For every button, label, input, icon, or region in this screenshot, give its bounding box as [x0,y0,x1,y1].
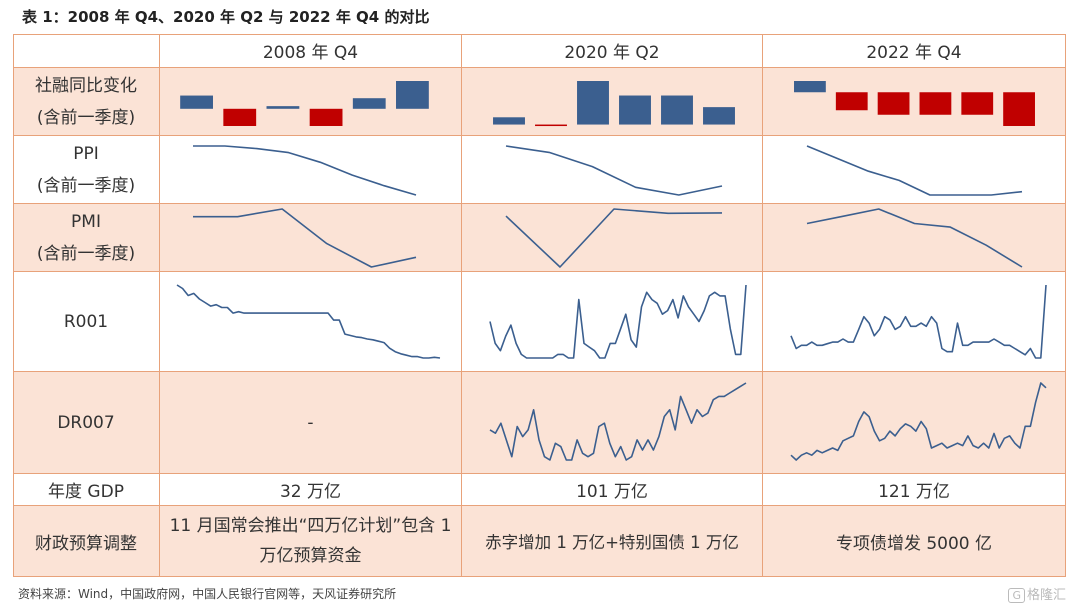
r001-2022q4-cell [763,272,1066,372]
bar-1-2 [577,81,609,125]
watermark-logo: G 格隆汇 [1008,584,1066,603]
table-title: 表 1：2008 年 Q4、2020 年 Q2 与 2022 年 Q4 的对比 [22,8,430,26]
series-line-11 [790,284,1047,359]
row-label-dr007: DR007 [13,372,160,474]
r001-2008q4-cell [160,272,462,372]
chart-社融同比变化-2008 年 Q4 [180,81,429,126]
header-col-2008q4: 2008 年 Q4 [160,34,462,68]
series-line-8 [806,208,1023,268]
bar-1-3 [619,95,651,125]
ppi-2020q2-cell [462,136,763,204]
bar-0-1 [223,108,257,126]
fiscal-2022q4-cell: 专项债增发 5000 亿 [763,506,1066,577]
chart-PMI-2020 年 Q2 [505,208,723,268]
series-line-7 [505,208,723,268]
tsf-2020q2-cell [462,68,763,136]
series-line-4 [505,145,723,196]
bar-0-3 [309,108,343,126]
chart-R001-2020 年 Q2 [489,284,747,359]
ppi-2022q4-cell [763,136,1066,204]
bar-1-1 [535,124,567,127]
watermark-icon: G [1008,588,1025,603]
bar-0-0 [180,95,213,109]
gdp-2008q4-cell: 32 万亿 [160,474,462,506]
bar-2-2 [877,92,910,115]
series-line-13 [790,382,1047,461]
series-line-12 [489,382,747,461]
row-label-pmi: PMI (含前一季度) [13,204,160,272]
row-label-gdp: 年度 GDP [13,474,160,506]
bar-0-5 [396,81,429,109]
row-label-tsf-line1: 社融同比变化 [35,75,137,96]
header-col-2020q2: 2020 年 Q2 [462,34,763,68]
bar-2-0 [794,81,826,93]
comparison-table: 2008 年 Q4 2020 年 Q2 2022 年 Q4 社融同比变化 (含前… [13,34,1066,577]
chart-PPI-2008 年 Q4 [193,145,417,196]
bar-2-3 [919,92,952,115]
chart-PPI-2022 年 Q4 [806,145,1023,196]
bar-2-5 [1003,92,1035,126]
fiscal-2008q4-cell: 11 月国常会推出“四万亿计划”包含 1 万亿预算资金 [160,506,462,577]
chart-PMI-2022 年 Q4 [806,208,1023,268]
watermark-text: 格隆汇 [1026,588,1066,603]
row-label-r001: R001 [13,272,160,372]
row-label-pmi-line1: PMI [71,211,101,232]
bar-2-4 [961,92,994,115]
header-corner-cell [13,34,160,68]
bar-1-5 [703,107,735,125]
dr007-2022q4-cell [763,372,1066,474]
r001-2020q2-cell [462,272,763,372]
source-note: 资料来源：Wind，中国政府网，中国人民银行官网等，天风证券研究所 [18,587,397,601]
dr007-2008q4-cell: - [160,372,462,474]
chart-R001-2022 年 Q4 [790,284,1047,359]
row-label-ppi: PPI (含前一季度) [13,136,160,204]
chart-DR007-2022 年 Q4 [790,382,1047,461]
ppi-2008q4-cell [160,136,462,204]
series-line-6 [193,208,417,268]
series-line-3 [193,145,417,196]
chart-PPI-2020 年 Q2 [505,145,723,196]
bar-1-4 [661,95,693,125]
gdp-2022q4-cell: 121 万亿 [763,474,1066,506]
chart-社融同比变化-2022 年 Q4 [794,81,1035,126]
row-label-tsf: 社融同比变化 (含前一季度) [13,68,160,136]
pmi-2022q4-cell [763,204,1066,272]
fiscal-2020q2-cell: 赤字增加 1 万亿+特别国债 1 万亿 [462,506,763,577]
bar-2-1 [835,92,868,111]
chart-DR007-2020 年 Q2 [489,382,747,461]
row-label-fiscal: 财政预算调整 [13,506,160,577]
header-col-2022q4: 2022 年 Q4 [763,34,1066,68]
chart-R001-2008 年 Q4 [176,284,441,359]
pmi-2020q2-cell [462,204,763,272]
chart-PMI-2008 年 Q4 [193,208,417,268]
row-label-tsf-line2: (含前一季度) [36,107,136,128]
row-label-ppi-line1: PPI [73,143,99,164]
bar-0-2 [266,106,300,109]
chart-社融同比变化-2020 年 Q2 [493,81,735,127]
row-label-pmi-line2: (含前一季度) [36,243,136,264]
gdp-2020q2-cell: 101 万亿 [462,474,763,506]
series-line-10 [489,284,747,359]
row-label-ppi-line2: (含前一季度) [36,175,136,196]
series-line-5 [806,145,1023,196]
pmi-2008q4-cell [160,204,462,272]
series-line-9 [176,284,441,359]
bar-0-4 [352,98,386,109]
bar-1-0 [493,117,525,125]
